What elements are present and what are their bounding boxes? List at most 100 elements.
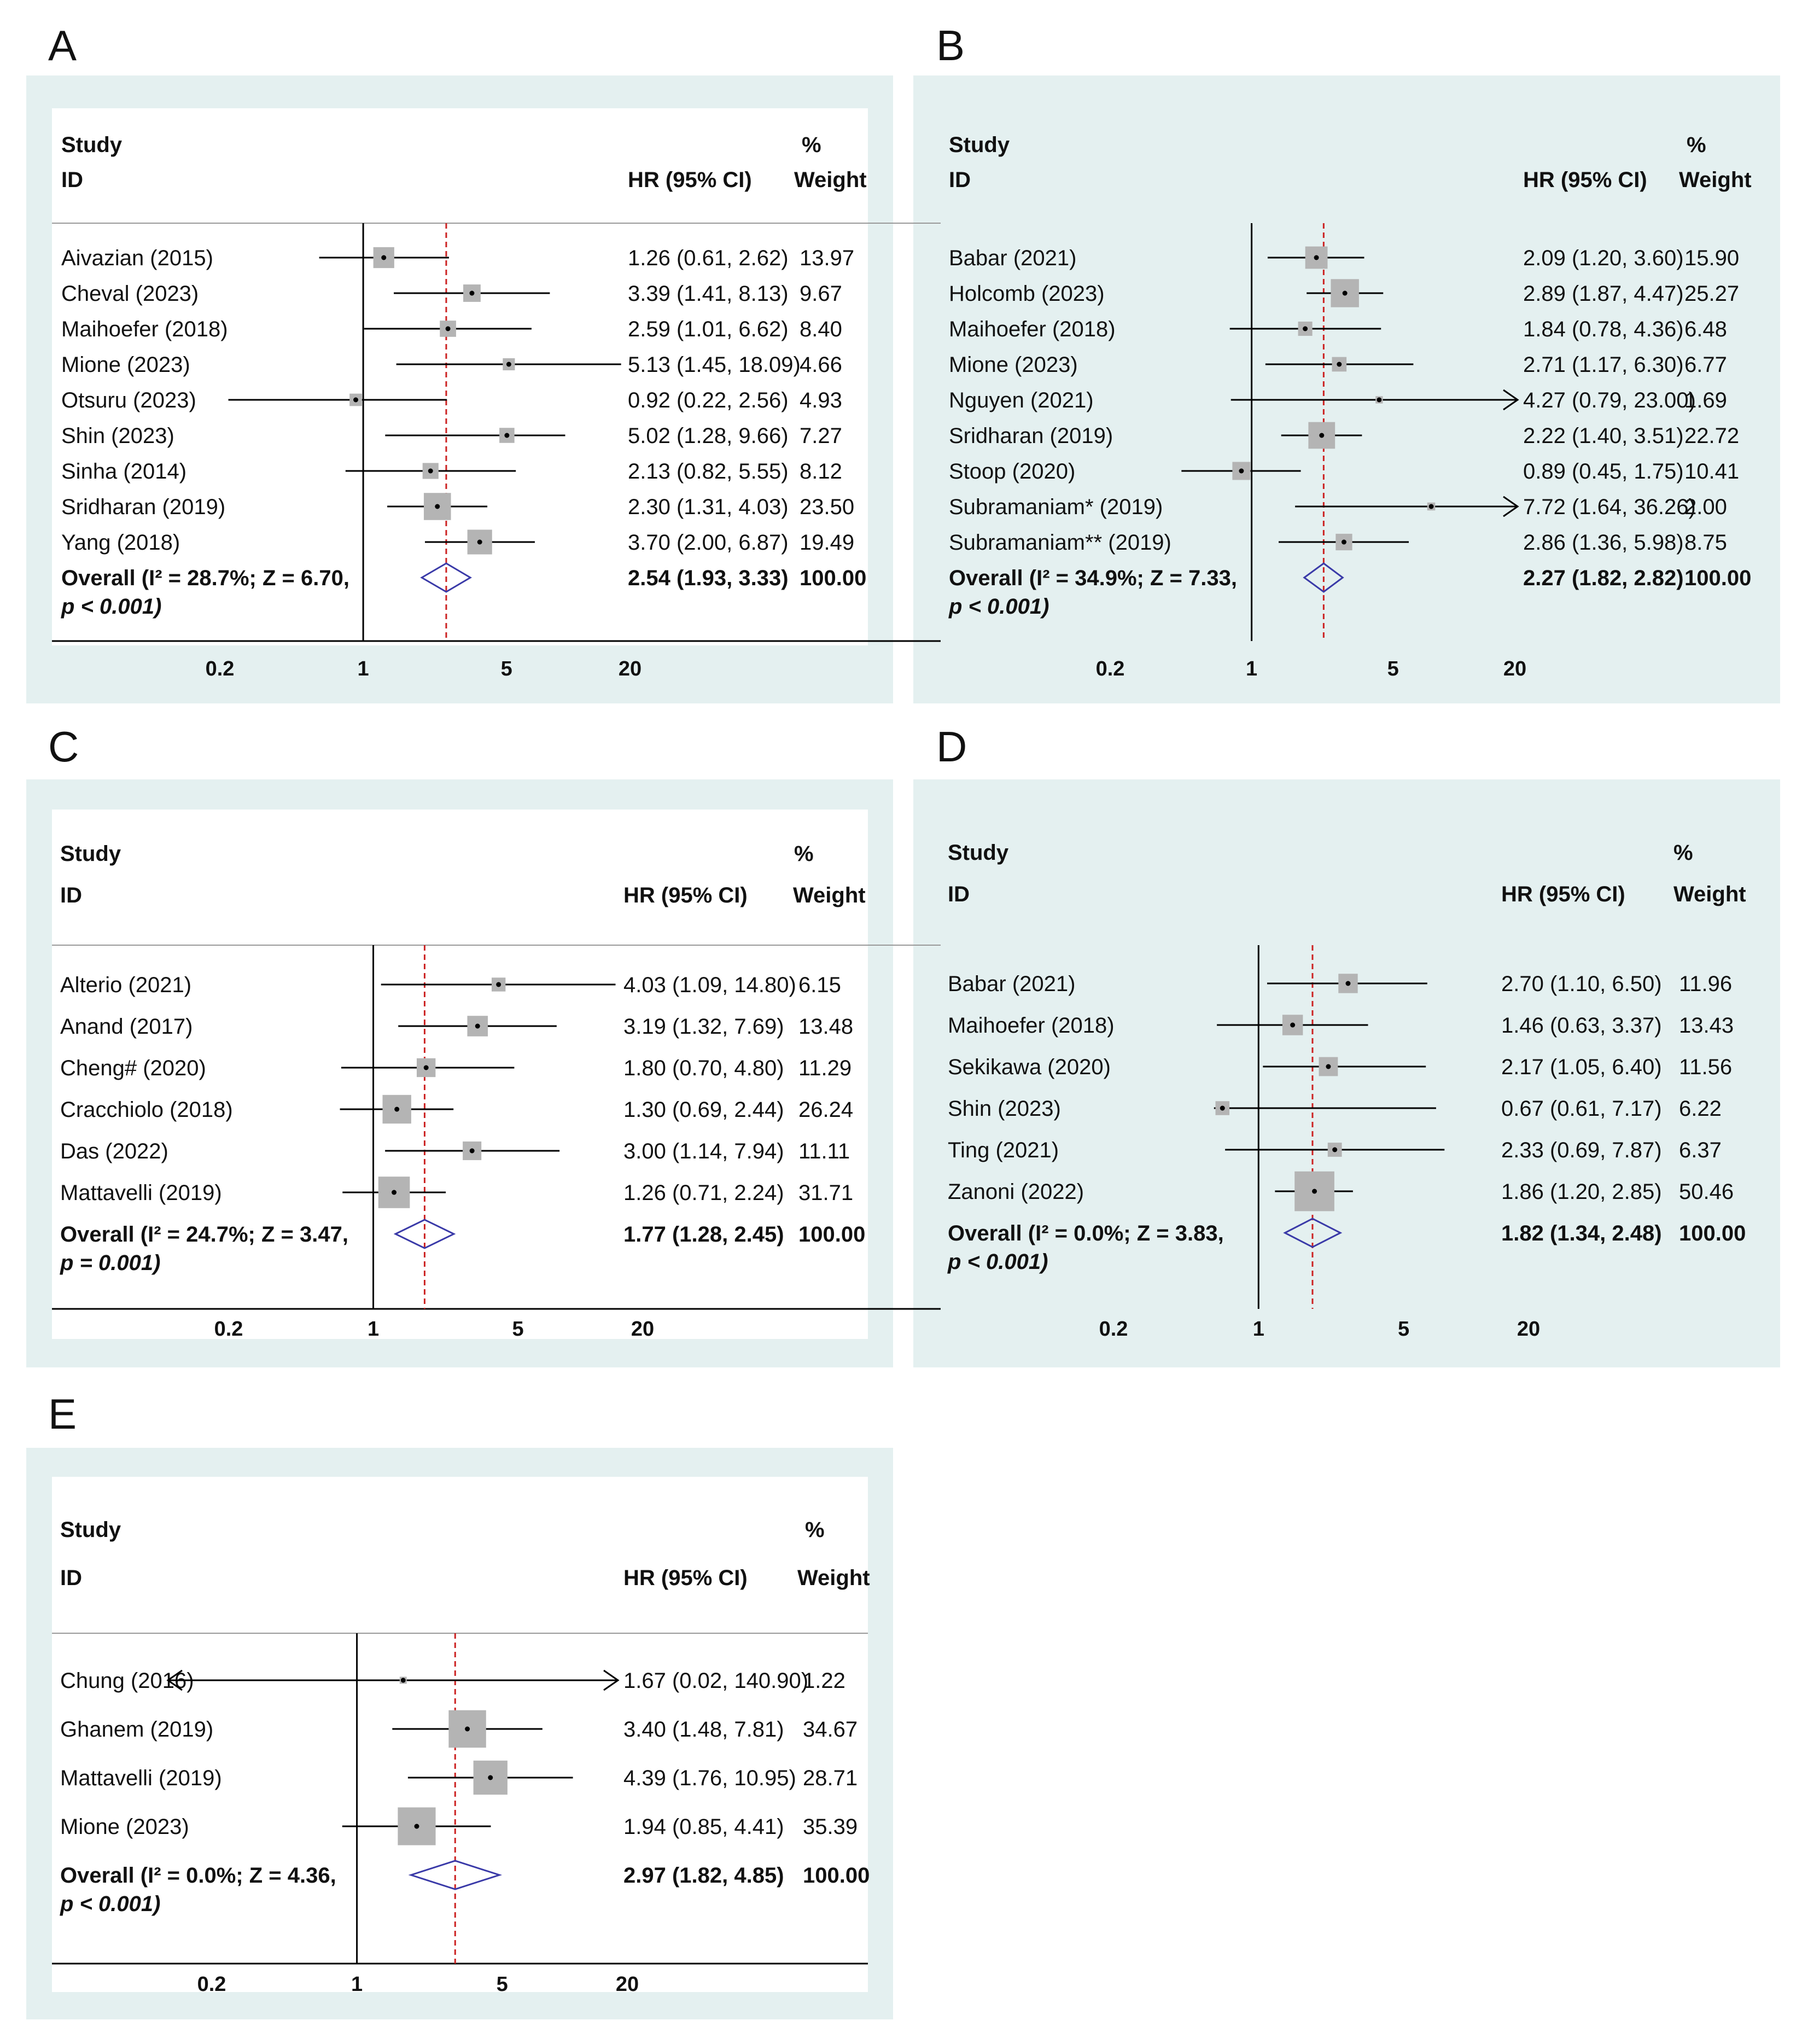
x-tick-label: 20 (616, 1973, 639, 1996)
study-ci-text: 1.86 (1.20, 2.85) (1501, 1180, 1662, 1204)
forest-panel-d: DStudyID HR (95% CI)%Weight0.2 1 5 20Babar (… (868, 723, 1780, 1367)
study-ci-text: 4.27 (0.79, 23.00) (1523, 388, 1696, 412)
study-ci-text: 3.39 (1.41, 8.13) (628, 282, 789, 306)
study-ci-text: 3.70 (2.00, 6.87) (628, 531, 789, 555)
point-estimate (488, 1775, 493, 1780)
study-ci-text: 1.84 (0.78, 4.36) (1523, 317, 1684, 341)
x-tick-label: 20 (1503, 657, 1526, 680)
x-tick-label: 5 (501, 657, 512, 680)
x-tick-label: 5 (1398, 1318, 1409, 1341)
x-tick-label: 0.2 (214, 1318, 243, 1341)
study-ci-text: 2.17 (1.05, 6.40) (1501, 1055, 1662, 1079)
point-estimate (475, 1024, 480, 1029)
study-label: Alterio (2021) (60, 973, 191, 997)
header-weight: Weight (797, 1566, 870, 1590)
overall-ci-text: 2.54 (1.93, 3.33) (628, 566, 789, 590)
overall-p-value: p < 0.001) (61, 595, 161, 619)
header-pct: % (1673, 841, 1693, 865)
study-label: Stoop (2020) (949, 459, 1075, 484)
x-tick-label: 5 (512, 1318, 524, 1341)
study-ci-text: 3.00 (1.14, 7.94) (623, 1139, 784, 1163)
study-ci-text: 7.72 (1.64, 36.26) (1523, 495, 1696, 519)
header-study: Study (60, 1518, 121, 1542)
point-estimate (394, 1107, 399, 1112)
x-tick-label: 20 (631, 1318, 654, 1341)
study-ci-text: 2.70 (1.10, 6.50) (1501, 972, 1662, 996)
x-tick-label: 1 (1253, 1318, 1264, 1341)
study-ci-text: 1.26 (0.61, 2.62) (628, 246, 789, 270)
study-ci-text: 2.22 (1.40, 3.51) (1523, 424, 1684, 448)
study-label: Anand (2017) (60, 1015, 193, 1039)
overall-weight-text: 100.00 (803, 1864, 870, 1888)
study-weight-text: 6.37 (1679, 1138, 1722, 1162)
study-weight-text: 1.69 (1684, 388, 1727, 412)
study-weight-text: 25.27 (1684, 282, 1739, 306)
point-estimate (1342, 540, 1346, 545)
study-label: Ghanem (2019) (60, 1717, 213, 1742)
study-ci-text: 1.67 (0.02, 140.90) (623, 1669, 808, 1693)
study-label: Aivazian (2015) (61, 246, 213, 270)
panel-letter: E (48, 1390, 77, 1438)
study-weight-text: 9.67 (800, 282, 842, 306)
study-label: Nguyen (2021) (949, 388, 1094, 412)
forest-panel-b: BStudyID HR (95% CI)%Weight0.2 1 5 20Babar (… (868, 21, 1780, 703)
study-weight-text: 28.71 (803, 1766, 858, 1790)
header-pct: % (805, 1518, 825, 1542)
header-study: Study (948, 841, 1009, 865)
overall-weight-text: 100.00 (800, 566, 866, 590)
study-label: Babar (2021) (948, 972, 1075, 996)
x-tick-label: 0.2 (197, 1973, 226, 1996)
study-label: Sinha (2014) (61, 459, 186, 484)
study-weight-text: 6.15 (798, 973, 841, 997)
header-study: Study (61, 133, 123, 157)
overall-label: Overall (I² = 34.9%; Z = 7.33, (949, 566, 1237, 590)
study-weight-text: 34.67 (803, 1717, 858, 1742)
point-estimate (1343, 291, 1348, 296)
point-estimate (465, 1727, 470, 1732)
x-tick-label: 1 (358, 657, 369, 680)
study-ci-text: 5.13 (1.45, 18.09) (628, 353, 801, 377)
study-label: Mione (2023) (60, 1815, 189, 1839)
study-label: Babar (2021) (949, 246, 1076, 270)
point-estimate (1290, 1023, 1295, 1028)
study-ci-text: 3.19 (1.32, 7.69) (623, 1015, 784, 1039)
header-estimate: HR (95% CI) (623, 883, 748, 907)
forest-panel-c: CStudyID HR (95% CI)%Weight0.2 1 5 20Alterio… (26, 723, 893, 1367)
study-label: Cheval (2023) (61, 282, 199, 306)
study-weight-text: 11.96 (1679, 972, 1732, 996)
point-estimate (381, 255, 386, 260)
study-ci-text: 4.39 (1.76, 10.95) (623, 1766, 796, 1790)
study-ci-text: 3.40 (1.48, 7.81) (623, 1717, 784, 1742)
x-tick-label: 5 (1387, 657, 1399, 680)
header-weight: Weight (1679, 168, 1752, 192)
study-ci-text: 0.67 (0.61, 7.17) (1501, 1097, 1662, 1121)
study-ci-text: 1.30 (0.69, 2.44) (623, 1098, 784, 1122)
point-estimate (1337, 362, 1342, 367)
point-estimate (1239, 469, 1244, 474)
header-estimate: HR (95% CI) (628, 168, 752, 192)
panel-letter: C (48, 723, 79, 771)
study-label: Ting (2021) (948, 1138, 1059, 1162)
header-pct: % (794, 842, 814, 866)
header-study: Study (60, 842, 121, 866)
study-ci-text: 0.92 (0.22, 2.56) (628, 388, 789, 412)
overall-p-value: p < 0.001) (948, 595, 1049, 619)
point-estimate (392, 1190, 396, 1195)
study-weight-text: 15.90 (1684, 246, 1739, 270)
study-label: Subramaniam* (2019) (949, 495, 1163, 519)
study-label: Shin (2023) (61, 424, 174, 448)
x-tick-label: 20 (1517, 1318, 1540, 1341)
study-weight-text: 11.56 (1679, 1055, 1732, 1079)
point-estimate (470, 1149, 475, 1154)
overall-ci-text: 2.27 (1.82, 2.82) (1523, 566, 1684, 590)
header-weight: Weight (794, 168, 867, 192)
point-estimate (469, 291, 474, 296)
study-weight-text: 26.24 (798, 1098, 853, 1122)
overall-label: Overall (I² = 24.7%; Z = 3.47, (60, 1222, 348, 1247)
study-label: Cheng# (2020) (60, 1056, 206, 1080)
point-estimate (1312, 1189, 1317, 1194)
study-weight-text: 4.93 (800, 388, 842, 412)
x-tick-label: 0.2 (1096, 657, 1125, 680)
study-label: Maihoefer (2018) (949, 317, 1116, 341)
study-ci-text: 2.09 (1.20, 3.60) (1523, 246, 1684, 270)
